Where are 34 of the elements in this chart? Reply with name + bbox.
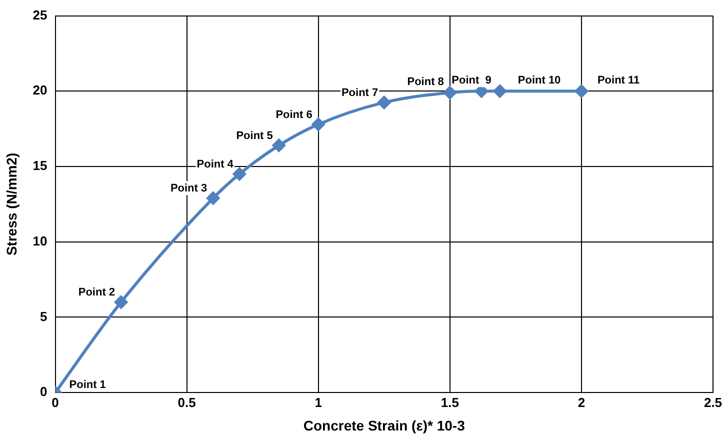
annotation: Point 2 <box>78 286 116 299</box>
annotation: Point 8 <box>407 76 444 88</box>
point <box>443 86 456 100</box>
x-tick-label: 1.5 <box>440 394 459 410</box>
x-tick-label: 2 <box>578 394 586 410</box>
x-tick-label: 2.5 <box>704 394 722 410</box>
point <box>378 96 391 109</box>
annotation: Point 11 <box>597 74 640 87</box>
point <box>574 84 588 98</box>
y-tick-label: 20 <box>32 82 48 98</box>
x-tick-label: 1 <box>314 394 322 410</box>
point <box>232 168 246 181</box>
annotation: Point 3 <box>170 182 208 195</box>
y-tick-label: 5 <box>40 308 48 324</box>
annotation: Point 5 <box>236 130 273 142</box>
y-axis-title: Stress (N/mm2) <box>3 152 20 256</box>
y-tick-label: 15 <box>32 158 48 174</box>
annotation: Point 4 <box>196 158 234 171</box>
y-tick-label: 0 <box>40 384 48 400</box>
x-tick-label: 0.5 <box>178 394 196 410</box>
annotation: Point 9 <box>452 74 492 87</box>
point <box>206 192 220 205</box>
annotation: Point 7 <box>341 86 378 99</box>
x-axis-title: Concrete Strain (ε)* 10-3 <box>303 417 466 434</box>
annotation: Point 6 <box>276 108 312 121</box>
x-tick-label: 0 <box>52 394 59 410</box>
point <box>272 138 286 152</box>
point <box>312 118 325 131</box>
annotation: Point 1 <box>69 379 106 392</box>
y-tick-label: 25 <box>32 7 48 22</box>
point <box>114 296 128 309</box>
annotation: Point 10 <box>518 74 561 87</box>
y-tick-label: 10 <box>32 233 48 248</box>
point <box>493 84 506 98</box>
